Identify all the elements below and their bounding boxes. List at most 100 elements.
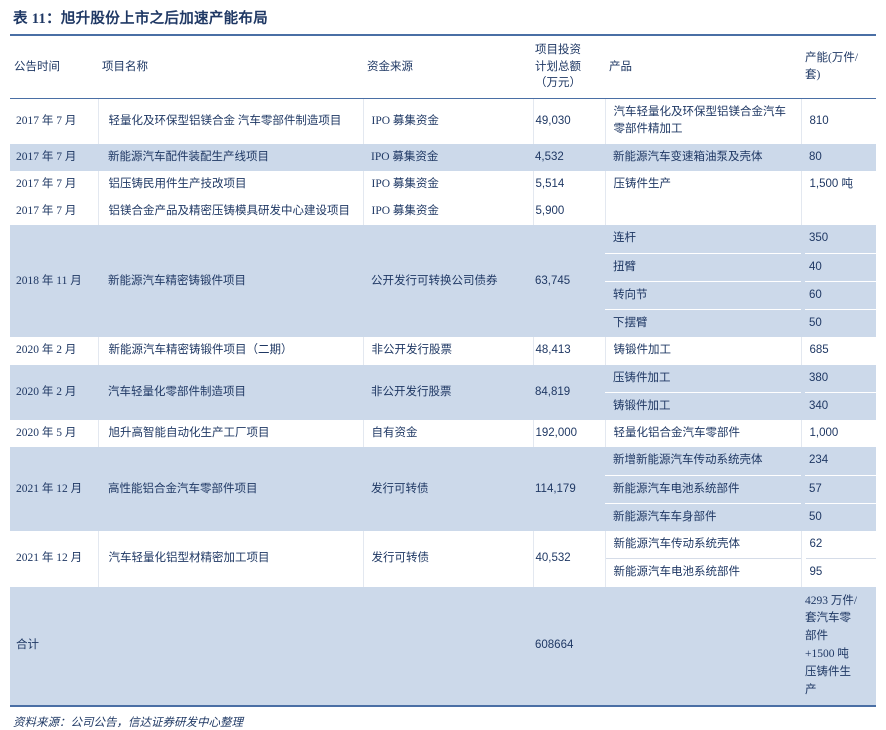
- capacity-item: 350: [809, 232, 829, 245]
- total-capacity-line: 部件: [805, 630, 828, 643]
- product-item: 新增新能源汽车传动系统壳体: [613, 454, 763, 467]
- table-row: 2020 年 5 月旭升高智能自动化生产工厂项目 自有资金 192,000 轻量化铝合…: [10, 420, 876, 448]
- cell-funding-source: 发行可转债: [363, 447, 533, 532]
- cell-announce-date: 2017 年 7 月: [10, 143, 98, 171]
- cell-product: [604, 198, 801, 226]
- cell-project-name: 铝镁合金产品及精密压铸模具研发中心建设项目: [97, 198, 363, 226]
- cell-investment-amount: 4,532: [533, 143, 605, 171]
- cell-investment-amount: 114,179: [533, 447, 605, 532]
- table-row: 2020 年 2 月汽车轻量化零部件制造项目 非公开发行股票 84,819 压铸件加工…: [10, 364, 876, 421]
- product-item: 新能源汽车电池系统部件: [605, 474, 801, 503]
- cell-funding-source: IPO 募集资金: [362, 170, 533, 199]
- total-project: [98, 586, 363, 708]
- product-item: 铸锻件加工: [613, 344, 672, 357]
- cell-product: 新能源汽车变速箱油泵及壳体: [605, 143, 801, 171]
- product-item: 压铸件生产: [613, 177, 672, 190]
- capacity-header-line2: 套): [805, 69, 821, 81]
- cell-announce-date: 2020 年 2 月: [10, 364, 98, 421]
- cell-capacity: 80: [801, 143, 876, 171]
- table-row: 2020 年 2 月新能源汽车精密铸锻件项目（二期） 非公开发行股票 48,413 铸…: [10, 337, 876, 365]
- cell-funding-source: IPO 募集资金: [362, 98, 533, 144]
- capacity-item: 80: [809, 150, 822, 163]
- table-total-row: 合计 608664 4293 万件/套汽车零 部件 +1500 吨压铸件生产: [10, 586, 876, 708]
- cell-capacity: 685: [800, 337, 876, 365]
- column-header-funding: 资金来源: [363, 34, 533, 100]
- product-item: [606, 207, 801, 217]
- cell-announce-date: 2017 年 7 月: [10, 170, 98, 199]
- table-row: 2017 年 7 月铝压铸民用件生产技改项目 IPO 募集资金 5,514 压铸件生产…: [10, 170, 876, 199]
- cell-capacity: 350 40 60 50: [801, 225, 876, 338]
- total-capacity-line: 产: [805, 683, 817, 696]
- cell-project-name: 轻量化及环保型铝镁合金 汽车零部件制造项目: [97, 98, 363, 144]
- cell-capacity: 1,500 吨: [800, 170, 876, 199]
- cell-capacity: 810: [800, 98, 876, 144]
- capacity-item: 810: [809, 114, 829, 127]
- total-amount: 608664: [533, 586, 605, 708]
- product-item: 新能源汽车电池系统部件: [605, 558, 801, 586]
- table-row: 2017 年 7 月轻量化及环保型铝镁合金 汽车零部件制造项目 IPO 募集资金 4…: [10, 98, 876, 144]
- cell-project-name: 高性能铝合金汽车零部件项目: [98, 447, 363, 532]
- total-capacity-line: +1500 吨: [805, 647, 849, 660]
- page-title: 表 11：旭升股份上市之后加速产能布局: [13, 11, 269, 27]
- cell-project-name: 旭升高智能自动化生产工厂项目: [97, 420, 363, 448]
- capacity-item: 234: [809, 454, 829, 467]
- total-product: [605, 586, 801, 708]
- column-header-amount: 项目投资 计划总额 （万元）: [533, 34, 605, 100]
- cell-project-name: 新能源汽车配件装配生产线项目: [98, 143, 363, 171]
- capacity-item: 685: [809, 344, 829, 357]
- cell-announce-date: 2017 年 7 月: [10, 98, 98, 144]
- capacity-item: 50: [805, 309, 876, 337]
- cell-capacity: 62 95: [800, 531, 876, 587]
- amount-header-line2: 计划总额: [535, 60, 581, 73]
- table-page: 表 11：旭升股份上市之后加速产能布局 公告时间 项目名称 资金来源 项目投资 …: [10, 11, 876, 729]
- cell-product: 新增新能源汽车传动系统壳体 新能源汽车电池系统部件 新能源汽车车身部件: [605, 447, 801, 532]
- table-row: 2017 年 7 月新能源汽车配件装配生产线项目 IPO 募集资金 4,532 新能源…: [10, 143, 876, 171]
- column-header-product: 产品: [605, 34, 801, 100]
- capacity-item: 50: [805, 502, 876, 531]
- amount-header-line3: （万元）: [535, 77, 581, 90]
- cell-project-name: 新能源汽车精密铸锻件项目: [98, 225, 363, 338]
- product-item: 新能源汽车传动系统壳体: [613, 538, 741, 551]
- product-item: 连杆: [613, 232, 636, 245]
- product-item: 扭臂: [605, 252, 801, 281]
- header-row: 公告时间 项目名称 资金来源 项目投资 计划总额 （万元） 产品 产能(万件/ …: [10, 34, 876, 100]
- capacity-item: 60: [805, 280, 876, 309]
- cell-project-name: 汽车轻量化铝型材精密加工项目: [97, 531, 363, 587]
- total-capacity: 4293 万件/套汽车零 部件 +1500 吨压铸件生产: [801, 586, 876, 708]
- capacity-item: 340: [805, 391, 876, 420]
- total-capacity-line: 4293 万件/: [805, 594, 858, 607]
- product-item: 新能源汽车变速箱油泵及壳体: [613, 150, 763, 163]
- cell-investment-amount: 84,819: [533, 364, 605, 421]
- cell-product: 轻量化铝合金汽车零部件: [604, 420, 801, 448]
- cell-funding-source: 公开发行可转换公司债券: [363, 225, 533, 338]
- product-item: 下摆臂: [605, 309, 801, 337]
- product-item: 轻量化铝合金汽车零部件: [613, 427, 741, 440]
- cell-investment-amount: 5,514: [532, 170, 605, 199]
- product-item: 汽车轻量化及环保型铝镁合金汽车零部件精加工: [613, 106, 787, 136]
- cell-funding-source: 非公开发行股票: [362, 337, 533, 365]
- cell-capacity: 234 57 50: [801, 447, 876, 532]
- cell-capacity: 380 340: [801, 364, 876, 421]
- product-item: 转向节: [605, 280, 801, 309]
- capacity-header-line1: 产能(万件/: [805, 52, 859, 65]
- table-row: 2018 年 11 月新能源汽车精密铸锻件项目 公开发行可转换公司债券 63,745…: [10, 225, 876, 338]
- cell-capacity: 1,000: [800, 420, 876, 448]
- cell-announce-date: 2017 年 7 月: [10, 198, 98, 226]
- capacity-item: 1,500 吨: [809, 177, 853, 190]
- table-row: 2017 年 7 月铝镁合金产品及精密压铸模具研发中心建设项目 IPO 募集资金 5…: [10, 198, 876, 226]
- capacity-item: 380: [809, 371, 829, 384]
- cell-capacity: [800, 198, 876, 226]
- product-item: 压铸件加工: [613, 371, 671, 384]
- cell-announce-date: 2021 年 12 月: [10, 447, 98, 532]
- capacity-item: 62: [809, 538, 823, 551]
- source-note: 资料来源：公司公告，信达证券研发中心整理: [13, 717, 243, 730]
- cell-project-name: 新能源汽车精密铸锻件项目（二期）: [97, 337, 363, 365]
- capacity-item: 95: [805, 558, 876, 586]
- total-capacity-line: 套汽车零: [805, 612, 851, 625]
- cell-funding-source: IPO 募集资金: [363, 143, 533, 171]
- cell-project-name: 铝压铸民用件生产技改项目: [97, 170, 363, 199]
- cell-investment-amount: 63,745: [533, 225, 605, 338]
- cell-project-name: 汽车轻量化零部件制造项目: [98, 364, 363, 421]
- cell-product: 铸锻件加工: [604, 337, 801, 365]
- capacity-layout-table: 公告时间 项目名称 资金来源 项目投资 计划总额 （万元） 产品 产能(万件/ …: [10, 34, 876, 708]
